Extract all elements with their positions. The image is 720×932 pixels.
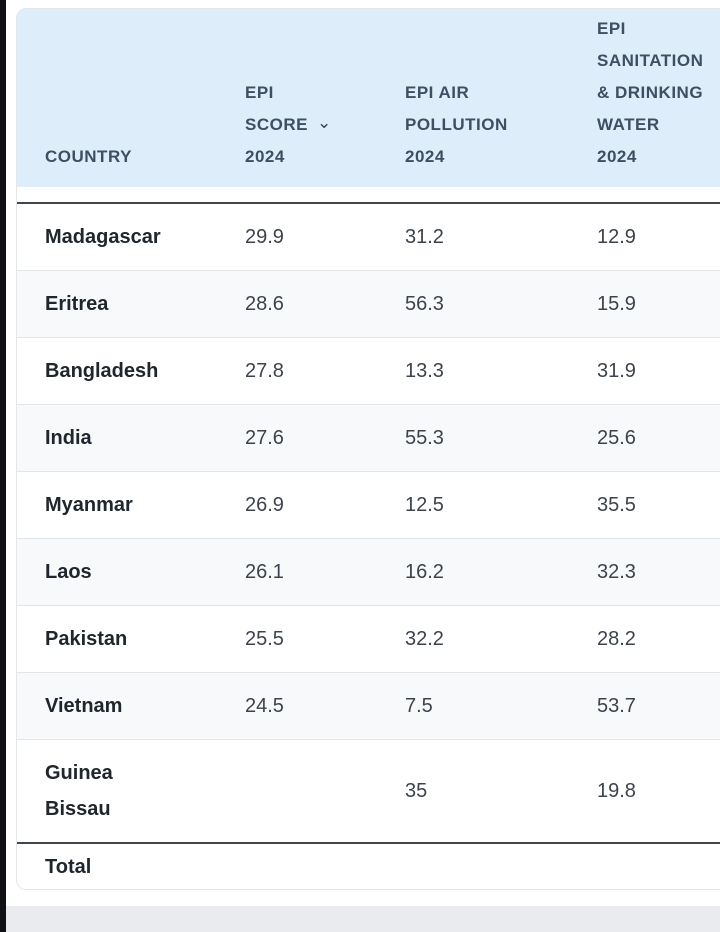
cell-epi-air: 16.2 — [405, 561, 444, 583]
cell-epi-water: 32.3 — [597, 561, 636, 583]
cell-epi-water: 28.2 — [597, 628, 636, 650]
cell-epi-water: 53.7 — [597, 695, 636, 717]
column-header-text: 2024 — [245, 147, 285, 166]
cell-epi-air: 35 — [405, 780, 428, 802]
column-header-text: & DRINKING — [597, 83, 704, 102]
cell-country: Bangladesh — [45, 360, 159, 382]
cell-country: Vietnam — [45, 695, 123, 717]
table-row-bangladesh: Bangladesh 27.8 13.3 31.9 — [17, 337, 720, 404]
cell-epi-score: 29.9 — [245, 226, 284, 248]
table-row-pakistan: Pakistan 25.5 32.2 28.2 — [17, 605, 720, 672]
column-header-epi_water[interactable]: EPI SANITATION & DRINKING WATER 2024 — [597, 13, 720, 187]
cell-epi-air: 55.3 — [405, 427, 444, 449]
column-header-country[interactable]: COUNTRY — [45, 141, 245, 187]
window-left-edge — [0, 0, 6, 932]
cell-epi-score: 27.8 — [245, 360, 284, 382]
cell-country: Eritrea — [45, 293, 109, 315]
cell-epi-water: 15.9 — [597, 293, 636, 315]
column-header-text: WATER — [597, 115, 660, 134]
cell-country: Laos — [45, 561, 92, 583]
cell-epi-water: 35.5 — [597, 494, 636, 516]
table-header-row: COUNTRY EPI SCORE ⌄ 2024 EPI AIR POLLUTION 2024… — [17, 9, 720, 187]
column-header-text: COUNTRY — [45, 147, 132, 166]
cell-epi-score: 26.9 — [245, 494, 284, 516]
column-header-text: SANITATION — [597, 51, 704, 70]
cell-epi-water: 19.8 — [597, 780, 636, 802]
column-header-text: POLLUTION — [405, 115, 508, 134]
column-header-text: EPI — [245, 83, 274, 102]
cell-epi-score: 28.6 — [245, 293, 284, 315]
cell-country: Guinea Bissau — [45, 762, 113, 820]
table-row-eritrea: Eritrea 28.6 56.3 15.9 — [17, 270, 720, 337]
table-row-madagascar: Madagascar 29.9 31.2 12.9 — [17, 204, 720, 270]
table-row-india: India 27.6 55.3 25.6 — [17, 404, 720, 471]
cell-epi-water: 12.9 — [597, 226, 636, 248]
cell-epi-air: 32.2 — [405, 628, 444, 650]
column-header-epi_air[interactable]: EPI AIR POLLUTION 2024 — [405, 77, 597, 187]
column-header-text: EPI AIR — [405, 83, 470, 102]
table-row-vietnam: Vietnam 24.5 7.5 53.7 — [17, 672, 720, 739]
header-gap — [17, 187, 720, 202]
cell-epi-score: 26.1 — [245, 561, 284, 583]
cell-epi-air: 12.5 — [405, 494, 444, 516]
cell-epi-air: 13.3 — [405, 360, 444, 382]
cell-country: Madagascar — [45, 226, 161, 248]
column-header-text: 2024 — [597, 147, 637, 166]
total-label: Total — [45, 856, 92, 878]
table-row-guinea-bissau: Guinea Bissau 35 19.8 — [17, 739, 720, 842]
cell-country: Myanmar — [45, 494, 133, 516]
data-table-card: COUNTRY EPI SCORE ⌄ 2024 EPI AIR POLLUTION 2024… — [16, 8, 720, 890]
column-header-text: 2024 — [405, 147, 445, 166]
column-header-epi_score[interactable]: EPI SCORE ⌄ 2024 — [245, 77, 405, 187]
cell-epi-air: 7.5 — [405, 695, 433, 717]
cell-country: India — [45, 427, 92, 449]
column-header-text: SCORE — [245, 115, 308, 134]
cell-epi-water: 25.6 — [597, 427, 636, 449]
cell-epi-air: 31.2 — [405, 226, 444, 248]
page-background-strip — [0, 906, 720, 932]
sort-chevron-down-icon: ⌄ — [316, 113, 332, 132]
cell-country: Pakistan — [45, 628, 128, 650]
table-row-myanmar: Myanmar 26.9 12.5 35.5 — [17, 471, 720, 538]
cell-epi-water: 31.9 — [597, 360, 636, 382]
cell-epi-score: 24.5 — [245, 695, 284, 717]
table-row-laos: Laos 26.1 16.2 32.3 — [17, 538, 720, 605]
column-header-text: EPI — [597, 19, 626, 38]
cell-epi-score: 25.5 — [245, 628, 284, 650]
cell-epi-air: 56.3 — [405, 293, 444, 315]
table-footer-row: Total — [17, 842, 720, 889]
cell-epi-score: 27.6 — [245, 427, 284, 449]
table-body: Madagascar 29.9 31.2 12.9 Eritrea 28.6 56.3 15.… — [17, 202, 720, 842]
